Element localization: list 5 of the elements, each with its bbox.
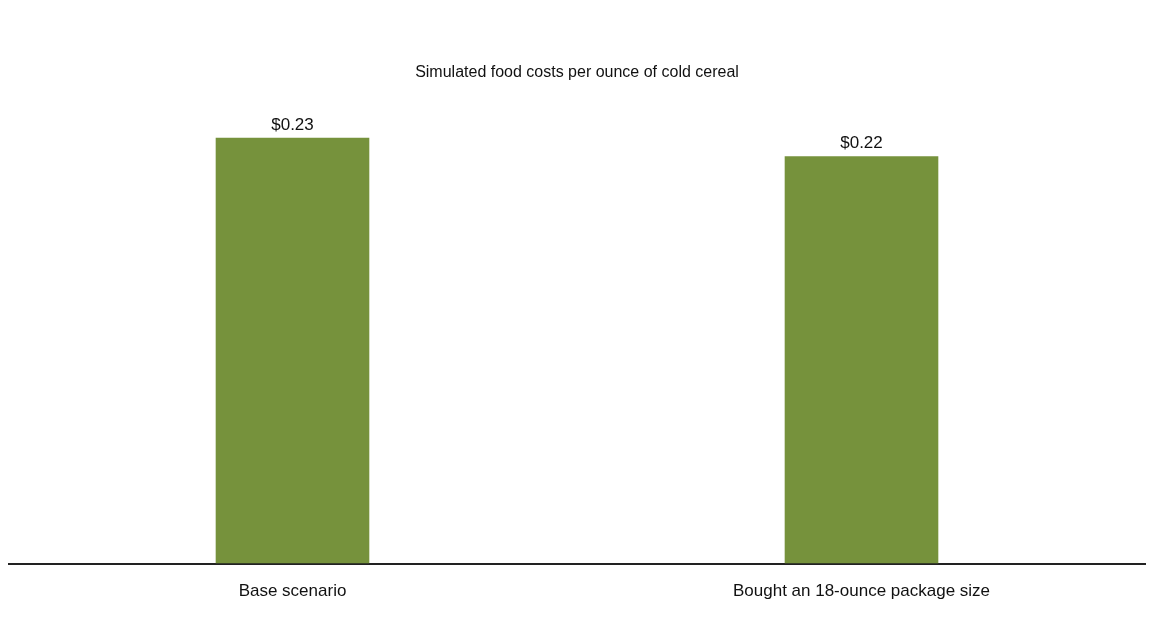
x-tick-label: Bought an 18-ounce package size	[732, 581, 991, 601]
chart-title: Simulated food costs per ounce of cold cereal	[415, 63, 739, 81]
data-label: $0.23	[271, 114, 314, 134]
data-label: $0.22	[840, 133, 883, 153]
x-tick-label: Base scenario	[238, 581, 347, 601]
